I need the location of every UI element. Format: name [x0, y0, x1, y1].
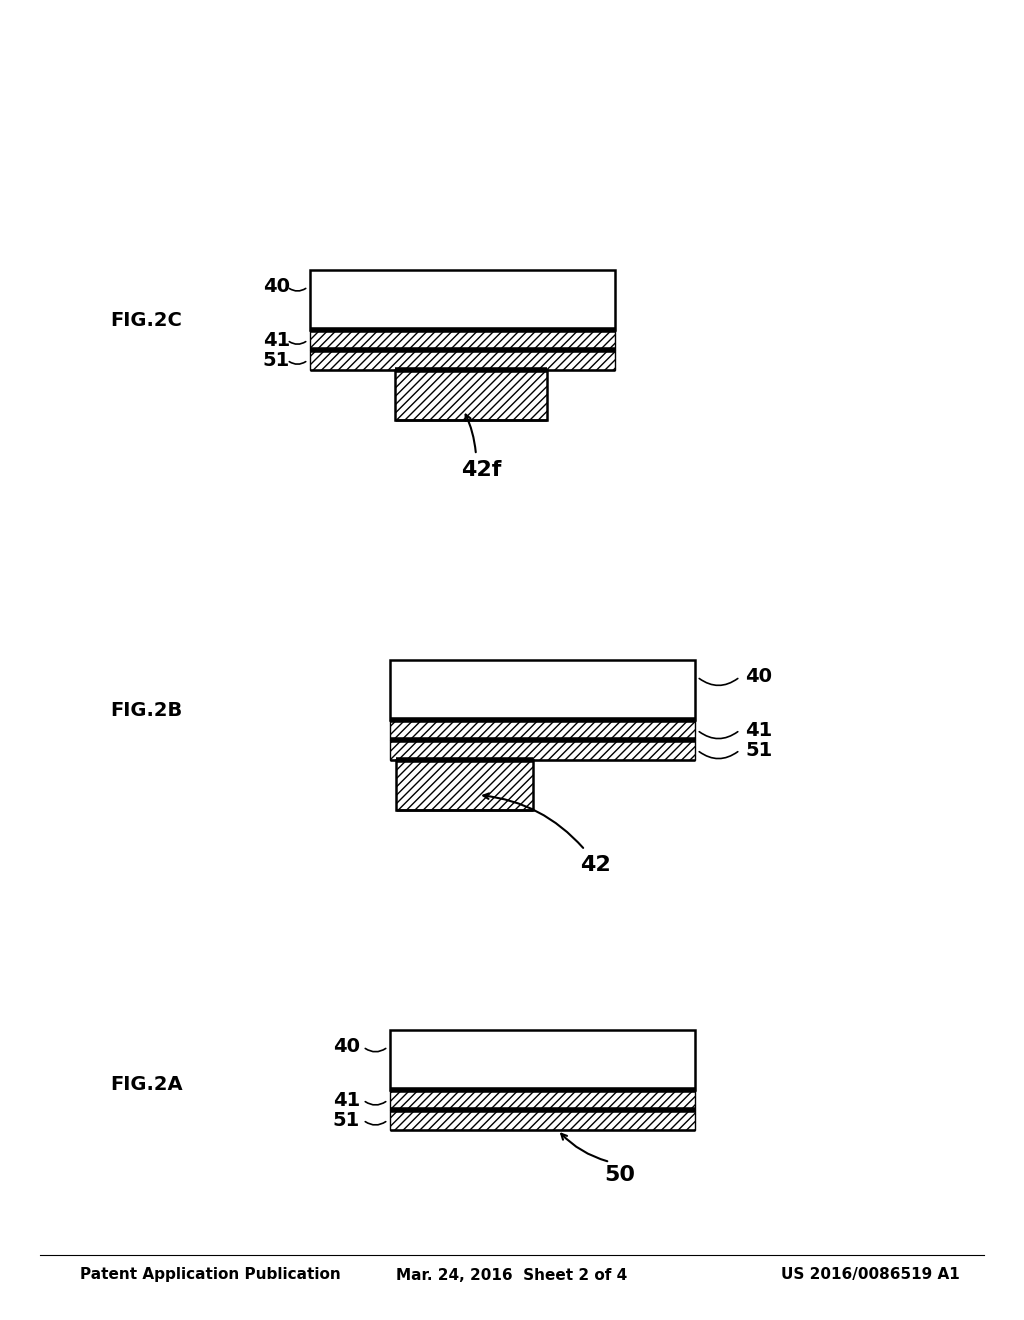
- Bar: [310, 271, 615, 330]
- Bar: [390, 660, 695, 719]
- Text: 42f: 42f: [461, 459, 501, 480]
- Bar: [396, 760, 534, 810]
- Text: 50: 50: [604, 1166, 636, 1185]
- Text: FIG.2A: FIG.2A: [110, 1076, 182, 1094]
- Bar: [390, 741, 695, 760]
- Bar: [310, 330, 615, 350]
- Text: 40: 40: [263, 277, 290, 296]
- Text: Mar. 24, 2016  Sheet 2 of 4: Mar. 24, 2016 Sheet 2 of 4: [396, 1267, 628, 1283]
- Text: FIG.2C: FIG.2C: [110, 310, 182, 330]
- Text: 40: 40: [745, 668, 772, 686]
- Bar: [390, 1110, 695, 1130]
- Bar: [395, 370, 547, 420]
- Text: Patent Application Publication: Patent Application Publication: [80, 1267, 341, 1283]
- Text: 51: 51: [333, 1110, 360, 1130]
- Text: 41: 41: [745, 721, 772, 739]
- Text: FIG.2B: FIG.2B: [110, 701, 182, 719]
- Bar: [390, 1030, 695, 1090]
- Text: 42: 42: [580, 855, 610, 875]
- Text: 51: 51: [263, 351, 290, 370]
- Text: 51: 51: [745, 741, 772, 759]
- Text: US 2016/0086519 A1: US 2016/0086519 A1: [781, 1267, 961, 1283]
- Text: 41: 41: [333, 1090, 360, 1110]
- Bar: [390, 1090, 695, 1110]
- Text: 40: 40: [333, 1038, 360, 1056]
- Bar: [310, 350, 615, 370]
- Bar: [390, 719, 695, 741]
- Text: 41: 41: [263, 330, 290, 350]
